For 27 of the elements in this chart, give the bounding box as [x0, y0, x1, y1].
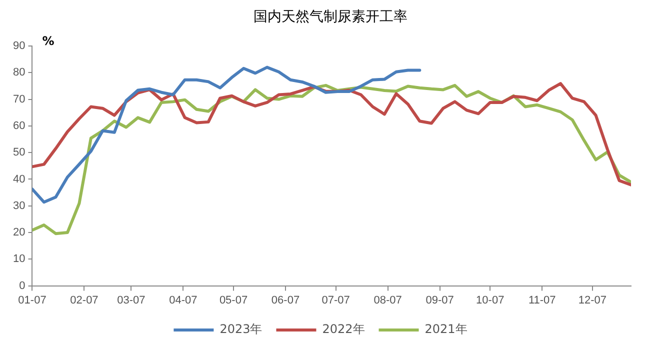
y-tick-label: 30	[12, 200, 26, 212]
legend-label: 2023年	[220, 322, 262, 336]
y-tick-label: 50	[12, 146, 26, 159]
y-tick-label: 10	[12, 253, 26, 266]
x-tick-label: 06-07	[271, 294, 300, 306]
x-tick-label: 09-07	[426, 294, 454, 306]
y-tick-label: 70	[12, 93, 26, 106]
y-tick-label: 0	[19, 280, 26, 292]
x-tick-label: 04-07	[169, 294, 198, 306]
legend-label: 2021年	[424, 322, 468, 336]
x-tick-label: 10-07	[476, 294, 504, 306]
y-tick-label: 60	[12, 120, 26, 132]
x-tick-label: 03-07	[117, 294, 146, 306]
x-tick-label: 01-07	[18, 294, 46, 306]
x-tick-label: 08-07	[374, 294, 402, 306]
x-tick-label: 07-07	[322, 294, 350, 306]
chart-title: 国内天然气制尿素开工率	[252, 8, 408, 27]
y-axis-title: %	[42, 34, 54, 48]
legend-label: 2022年	[322, 322, 365, 336]
y-tick-label: 40	[12, 173, 26, 186]
x-tick-label: 02-07	[70, 294, 98, 306]
y-tick-label: 20	[12, 226, 26, 239]
y-tick-label: 80	[12, 66, 26, 79]
y-tick-label: 90	[12, 40, 26, 52]
x-tick-label: 11-07	[528, 294, 556, 306]
x-tick-label: 12-07	[578, 294, 606, 306]
x-tick-label: 05-07	[219, 294, 248, 306]
